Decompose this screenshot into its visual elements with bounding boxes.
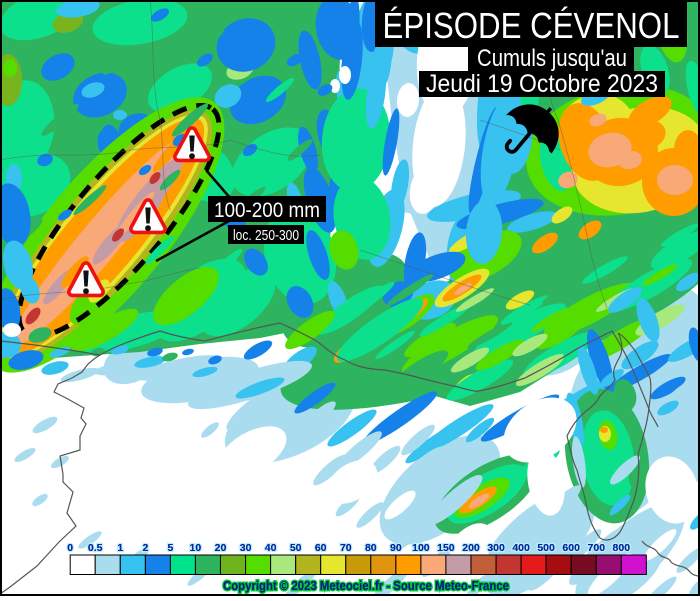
svg-text:Cumuls jusqu'au: Cumuls jusqu'au — [477, 45, 627, 72]
svg-text:20: 20 — [215, 542, 227, 554]
svg-text:2: 2 — [142, 542, 148, 554]
svg-text:100: 100 — [412, 542, 430, 554]
svg-text:100-200 mm: 100-200 mm — [214, 199, 320, 222]
svg-text:300: 300 — [487, 542, 505, 554]
svg-text:5: 5 — [167, 542, 173, 554]
svg-text:1: 1 — [117, 542, 123, 554]
svg-text:0: 0 — [67, 542, 73, 554]
svg-text:60: 60 — [315, 542, 327, 554]
svg-text:0.5: 0.5 — [88, 542, 103, 554]
svg-text:50: 50 — [290, 542, 302, 554]
svg-text:40: 40 — [265, 542, 277, 554]
svg-text:800: 800 — [613, 542, 631, 554]
svg-text:80: 80 — [365, 542, 377, 554]
svg-text:700: 700 — [588, 542, 606, 554]
svg-text:10: 10 — [190, 542, 202, 554]
svg-text:500: 500 — [537, 542, 555, 554]
svg-text:150: 150 — [437, 542, 455, 554]
svg-text:Copyright © 2023 Meteociel.fr: Copyright © 2023 Meteociel.fr - Source M… — [223, 578, 509, 593]
svg-text:0: 0 — [67, 542, 73, 554]
svg-text:2: 2 — [142, 542, 148, 554]
svg-text:100: 100 — [412, 542, 430, 554]
svg-text:0.5: 0.5 — [88, 542, 103, 554]
svg-text:1: 1 — [117, 542, 123, 554]
svg-text:70: 70 — [340, 542, 352, 554]
svg-text:loc. 250-300: loc. 250-300 — [233, 228, 299, 244]
svg-text:50: 50 — [290, 542, 302, 554]
svg-text:600: 600 — [562, 542, 580, 554]
svg-text:20: 20 — [215, 542, 227, 554]
svg-text:90: 90 — [390, 542, 402, 554]
svg-text:400: 400 — [512, 542, 530, 554]
svg-text:ÉPISODE CÉVENOL: ÉPISODE CÉVENOL — [383, 5, 680, 46]
svg-text:700: 700 — [588, 542, 606, 554]
svg-text:90: 90 — [390, 542, 402, 554]
svg-text:30: 30 — [240, 542, 252, 554]
svg-text:800: 800 — [613, 542, 631, 554]
svg-text:150: 150 — [437, 542, 455, 554]
svg-text:400: 400 — [512, 542, 530, 554]
svg-text:60: 60 — [315, 542, 327, 554]
svg-text:30: 30 — [240, 542, 252, 554]
svg-text:300: 300 — [487, 542, 505, 554]
svg-text:40: 40 — [265, 542, 277, 554]
svg-text:70: 70 — [340, 542, 352, 554]
svg-text:600: 600 — [562, 542, 580, 554]
svg-text:5: 5 — [167, 542, 173, 554]
svg-text:Copyright © 2023 Meteociel.fr: Copyright © 2023 Meteociel.fr - Source M… — [223, 578, 509, 593]
svg-text:200: 200 — [462, 542, 480, 554]
svg-text:500: 500 — [537, 542, 555, 554]
svg-text:10: 10 — [190, 542, 202, 554]
svg-text:200: 200 — [462, 542, 480, 554]
svg-text:80: 80 — [365, 542, 377, 554]
svg-text:Jeudi 19 Octobre 2023: Jeudi 19 Octobre 2023 — [426, 70, 658, 98]
